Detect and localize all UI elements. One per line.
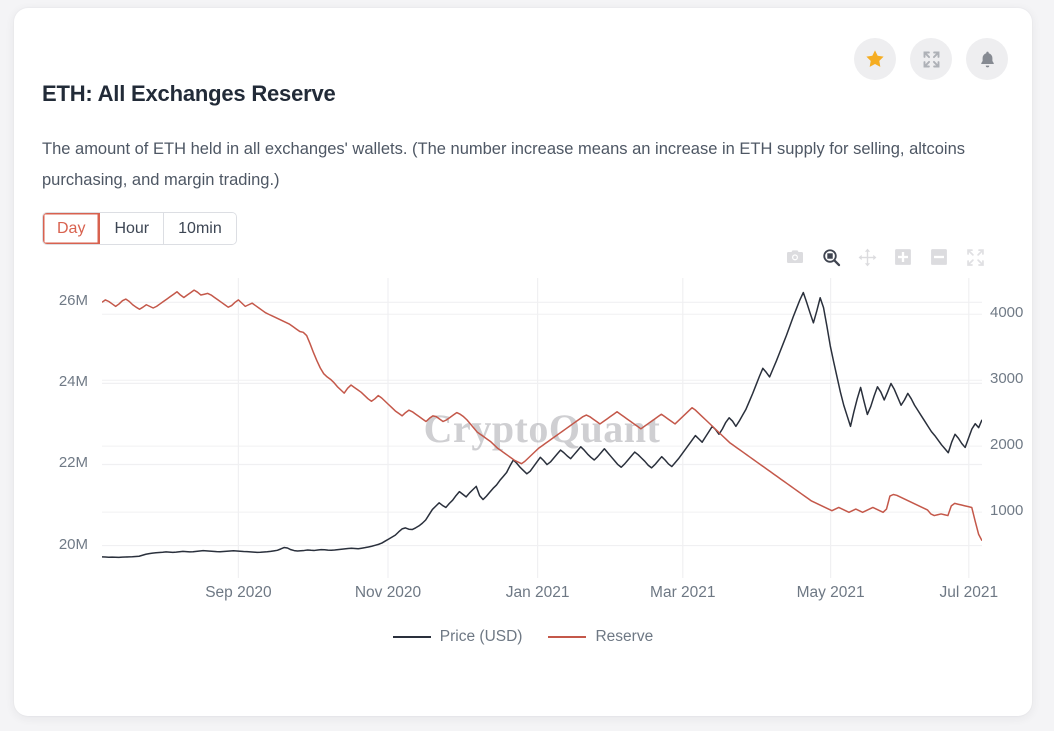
y-axis-right-tick: 1000 [990, 502, 1024, 520]
chart-lines [102, 289, 982, 559]
plot-area[interactable]: CryptoQuant [102, 278, 982, 578]
card-actions [854, 38, 1008, 80]
tab-hour[interactable]: Hour [100, 213, 165, 244]
y-axis-left-tick: 20M [58, 535, 88, 553]
chart-card: ETH: All Exchanges Reserve The amount of… [14, 8, 1032, 716]
bell-icon [980, 51, 994, 67]
fullscreen-button[interactable] [910, 38, 952, 80]
zoom-select-icon[interactable] [820, 246, 842, 268]
y-axis-right-tick: 4000 [990, 304, 1024, 322]
zoom-in-icon[interactable] [892, 246, 914, 268]
chart-container[interactable]: CryptoQuant 20M 22M 24M 26M 1000 2000 3000 4000… [14, 266, 1032, 666]
x-axis-tick: Nov 2020 [354, 584, 422, 601]
zoom-out-icon[interactable] [928, 246, 950, 268]
series-line-price-usd [102, 291, 982, 559]
y-axis-right-tick: 3000 [990, 370, 1024, 388]
y-axis-right-tick: 2000 [990, 436, 1024, 454]
x-axis-tick: Jan 2021 [505, 584, 570, 601]
autoscale-icon[interactable] [964, 246, 986, 268]
star-icon [866, 50, 884, 67]
tab-10min[interactable]: 10min [164, 213, 236, 244]
legend-swatch-price [392, 636, 431, 638]
favorite-button[interactable] [854, 38, 896, 80]
expand-icon [923, 51, 939, 67]
x-axis-tick: Jul 2021 [939, 584, 999, 601]
chart-legend: Price (USD) Reserve [14, 628, 1032, 646]
pan-icon[interactable] [856, 246, 878, 268]
legend-label-reserve: Reserve [595, 628, 654, 645]
page-title: ETH: All Exchanges Reserve [42, 81, 336, 106]
tab-day[interactable]: Day [43, 213, 101, 244]
resolution-tabs: Day Hour 10min [42, 212, 237, 245]
legend-swatch-reserve [548, 636, 587, 638]
series-line-reserve [102, 289, 982, 542]
plot-modebar [784, 246, 986, 268]
legend-item-price[interactable]: Price (USD) [392, 628, 523, 646]
legend-item-reserve[interactable]: Reserve [548, 628, 653, 646]
y-axis-left-tick: 26M [58, 292, 88, 310]
x-axis-tick: May 2021 [796, 584, 865, 601]
x-axis-tick: Sep 2020 [205, 584, 272, 601]
alert-button[interactable] [966, 38, 1008, 80]
download-snapshot-icon[interactable] [784, 246, 806, 268]
legend-label-price: Price (USD) [439, 628, 523, 645]
y-axis-left-tick: 24M [58, 373, 88, 391]
chart-description: The amount of ETH held in all exchanges'… [42, 140, 966, 189]
y-axis-left-tick: 22M [58, 454, 88, 472]
x-axis-tick: Mar 2021 [650, 584, 716, 601]
